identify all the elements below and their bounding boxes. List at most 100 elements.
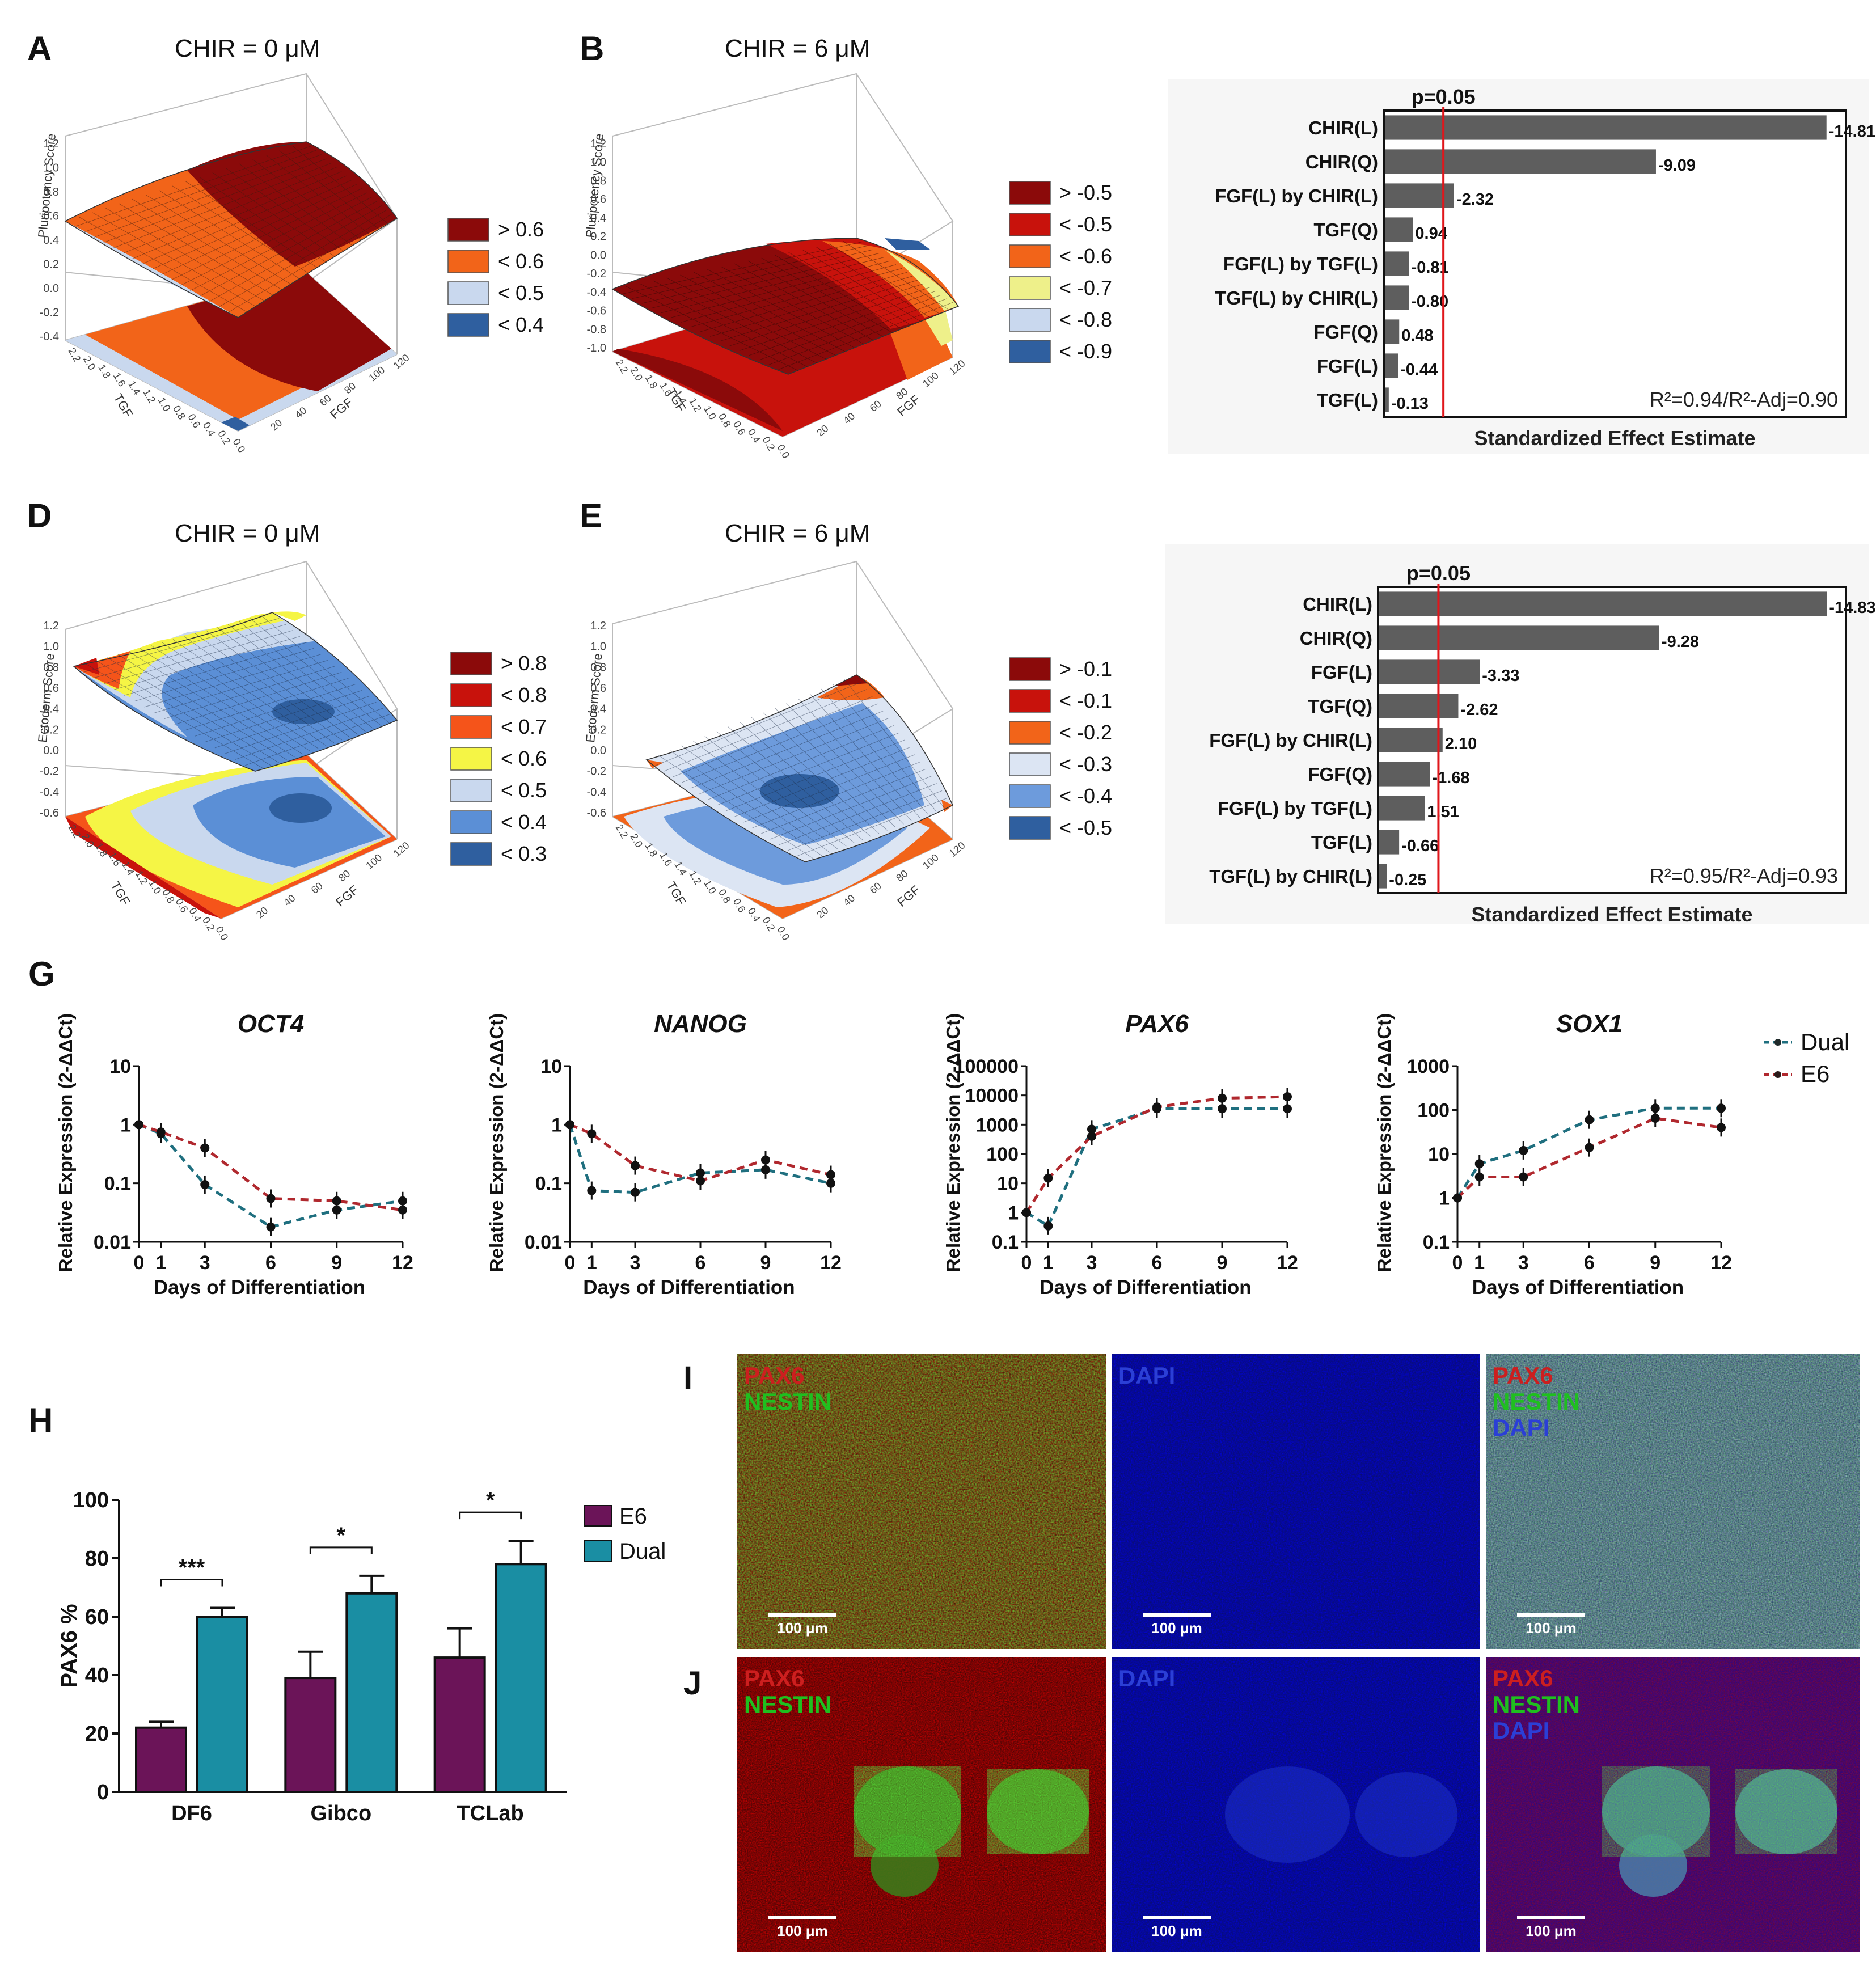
bar-e6 <box>135 1726 187 1793</box>
z-tick-label: 0.4 <box>590 212 606 225</box>
value-label: -14.81 <box>1829 122 1875 141</box>
y-tick-label: 1.0 <box>156 395 173 413</box>
category-label: FGF(L) <box>1317 356 1378 377</box>
z-tick-label: 0.8 <box>43 661 59 674</box>
bar-e6 <box>433 1656 486 1794</box>
category-label: DF6 <box>171 1802 212 1825</box>
y-tick-label: 0.6 <box>185 412 202 430</box>
significance-bracket <box>309 1546 373 1554</box>
y-tick-label: 0.4 <box>201 420 218 438</box>
data-point-e6 <box>826 1170 835 1179</box>
legend-swatch <box>447 313 489 337</box>
y-tick-label: 100000 <box>954 1056 1019 1077</box>
channel-label: PAX6 <box>744 1665 805 1692</box>
y-axis-title: Relative Expression (2-ΔΔCt) <box>1374 1013 1395 1272</box>
x-tick-label: 1 <box>586 1252 597 1274</box>
x-axis-label: FGF <box>894 882 923 909</box>
x-axis-title: Standardized Effect Estimate <box>1471 903 1752 926</box>
y-tick-label: 10 <box>1428 1144 1450 1165</box>
x-tick-label: 9 <box>1217 1252 1228 1274</box>
g-legend: Dual E6 <box>1764 1029 1849 1087</box>
y-tick-label: 0.1 <box>1423 1232 1450 1253</box>
z-axis-ticks: 1.2 1.0 0.8 0.6 0.4 0.2 0.0 -0.2 -0.4 -0.6 <box>587 620 606 819</box>
z-tick-label: 0.6 <box>590 682 606 695</box>
category-label: FGF(Q) <box>1313 322 1378 343</box>
x-tick-label: 80 <box>336 868 352 883</box>
z-tick-label: -0.2 <box>40 766 59 778</box>
x-tick-label: 120 <box>947 839 967 859</box>
legend-swatch <box>447 250 489 273</box>
category-label: TGF(L) <box>1317 390 1378 411</box>
x-tick-label: 12 <box>1710 1252 1732 1274</box>
y-tick-label: 100 <box>1417 1100 1450 1122</box>
category-label: CHIR(Q) <box>1305 151 1378 172</box>
data-point-dual <box>200 1179 210 1189</box>
legend-label: < -0.4 <box>1059 784 1112 807</box>
z-tick-label: 0.8 <box>590 661 606 674</box>
y-tick-label: 1.8 <box>643 373 660 391</box>
category-label: FGF(Q) <box>1308 764 1372 785</box>
legend-swatch <box>584 1540 612 1562</box>
x-tick-label: 1 <box>1474 1252 1485 1274</box>
x-tick-label: 100 <box>364 852 384 872</box>
data-point-dual <box>1283 1104 1292 1114</box>
category-label: TGF(Q) <box>1313 219 1378 240</box>
mesh-line <box>279 150 380 230</box>
y-tick-label: 20 <box>85 1722 109 1746</box>
category-label: FGF(L) by CHIR(L) <box>1209 730 1372 751</box>
floor-contour <box>65 754 397 919</box>
effect-bar <box>1379 864 1387 889</box>
data-point-dual <box>1043 1221 1053 1231</box>
floor-contour <box>65 272 397 431</box>
value-label: -9.28 <box>1662 633 1699 651</box>
x-tick-label: 20 <box>254 904 270 920</box>
data-point-dual <box>761 1165 770 1174</box>
micrograph-j-merge-pax6-nestin <box>737 1657 1106 1952</box>
y-tick-label: 2.0 <box>81 354 98 373</box>
y-tick-label: 0.6 <box>731 419 748 437</box>
category-label: CHIR(L) <box>1303 594 1372 615</box>
contour-legend: > -0.5 < -0.5 < -0.6 < -0.7 < -0.8 < -0.9 <box>1009 181 1112 363</box>
mesh-line <box>768 298 948 365</box>
surface-mesh <box>655 679 948 859</box>
fit-annotation: R²=0.94/R²-Adj=0.90 <box>1650 388 1838 411</box>
channel-label: NESTIN <box>1493 1388 1580 1415</box>
series-line-dual <box>1025 1107 1287 1228</box>
y-tick-label: 0 <box>97 1781 109 1804</box>
value-label: 1.51 <box>1427 803 1459 821</box>
channel-label: NESTIN <box>1493 1691 1580 1718</box>
panel-letter: H <box>28 1401 53 1439</box>
mesh-line <box>228 214 392 312</box>
x-tick-label: 1 <box>155 1252 166 1274</box>
legend-swatch <box>1009 340 1051 363</box>
legend-swatch <box>1009 752 1051 776</box>
legend-swatch <box>1009 213 1051 236</box>
data-point-dual <box>1218 1104 1227 1114</box>
legend-label: > -0.1 <box>1059 657 1112 680</box>
z-tick-label: -0.4 <box>40 331 59 343</box>
x-tick-label: 1 <box>1043 1252 1054 1274</box>
threshold-label: p=0.05 <box>1406 561 1471 585</box>
legend-label: < -0.2 <box>1059 721 1112 744</box>
data-point-e6 <box>156 1127 166 1137</box>
chart-title: SOX1 <box>1556 1010 1623 1038</box>
z-tick-label: 0.8 <box>43 186 59 198</box>
y-tick-label: 0.01 <box>525 1232 562 1253</box>
data-point-e6 <box>200 1143 210 1153</box>
surface-mesh <box>83 615 390 769</box>
category-label: TGF(L) <box>1311 832 1372 853</box>
legend-swatch <box>450 747 492 771</box>
y-tick-label: 10 <box>540 1056 562 1077</box>
data-point-dual <box>587 1186 597 1195</box>
value-label: 0.48 <box>1401 327 1433 345</box>
panel-c: CHIR(L) -14.81 CHIR(Q) -9.09 FGF(L) by CHIR(… <box>1168 79 1875 454</box>
pareto-chart-c: CHIR(L) -14.81 CHIR(Q) -9.09 FGF(L) by CHIR(… <box>1215 85 1875 450</box>
legend-swatch <box>1009 308 1051 332</box>
series-line-e6 <box>1025 1095 1288 1214</box>
data-point-e6 <box>1650 1113 1660 1123</box>
scale-bar-label: 100 μm <box>777 1922 828 1939</box>
value-label: 2.10 <box>1445 735 1477 753</box>
legend-label: < -0.1 <box>1059 689 1112 712</box>
y-tick-label: 0.01 <box>94 1232 131 1253</box>
